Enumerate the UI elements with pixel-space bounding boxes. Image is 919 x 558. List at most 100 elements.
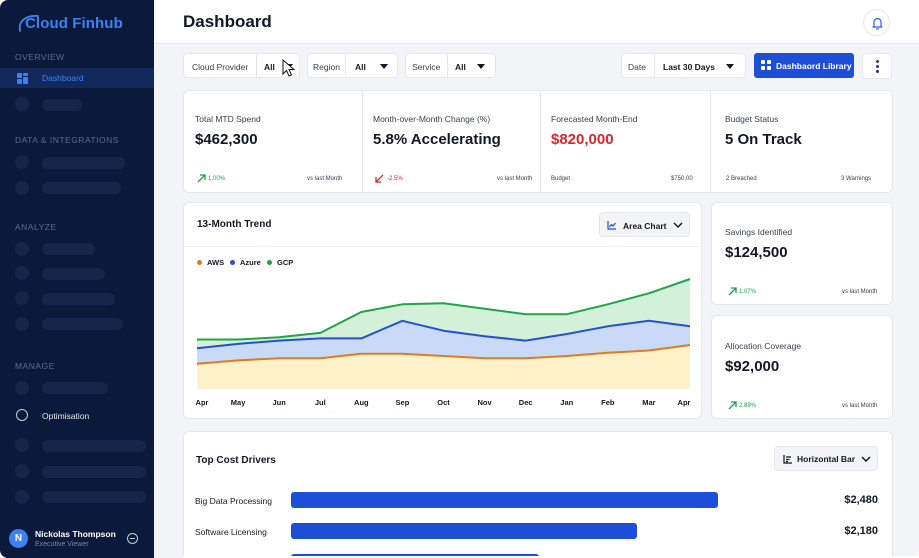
avatar[interactable]: N [9, 529, 28, 548]
kpi-breached: 2 Breached [726, 176, 757, 182]
driver-bar [291, 492, 718, 508]
sidebar-placeholder-icon [15, 181, 29, 195]
optimisation-icon [16, 409, 28, 421]
cloud-provider-filter[interactable]: Cloud Provider All [183, 53, 300, 78]
filter-divider [345, 54, 346, 77]
chevron-down-icon [477, 64, 485, 69]
series-line-gcp [197, 278, 691, 341]
library-icon [761, 60, 771, 70]
notification-button[interactable] [863, 9, 890, 36]
filter-label: Region [313, 62, 340, 72]
savings-card [711, 202, 893, 305]
kpi-compare: vs last Month [842, 403, 878, 409]
kpi-compare: vs last Month [307, 176, 343, 182]
sidebar-placeholder-item [42, 491, 146, 503]
kpi-value: 5.8% Accelerating [373, 131, 501, 148]
filter-divider [447, 54, 448, 77]
legend-label: AWS [207, 258, 225, 267]
chart-type-dropdown[interactable]: Area Chart [599, 212, 690, 237]
driver-value: $2,480 [844, 494, 878, 506]
trend-up-icon [728, 287, 737, 296]
kpi-title: Month-over-Month Change (%) [373, 114, 491, 124]
dashboard-library-label: Dashbaord Library [776, 61, 852, 71]
bell-icon [872, 17, 883, 30]
sidebar-placeholder-item [42, 157, 125, 169]
filter-divider [256, 54, 257, 77]
legend-swatch [197, 260, 202, 265]
driver-label: Big Data Processing [195, 496, 273, 506]
x-tick-label: Apr [678, 398, 691, 407]
user-menu-icon[interactable] [127, 533, 138, 544]
x-tick-label: Mar [642, 398, 655, 407]
brand-name: Cloud Finhub [25, 15, 123, 32]
section-overview: OVERVIEW [15, 52, 65, 62]
header [154, 0, 919, 44]
filter-value: All [455, 62, 466, 72]
drivers-chart-type-dropdown[interactable]: Horizontal Bar [774, 446, 878, 471]
x-tick-label: Nov [477, 398, 492, 407]
driver-label: Software Licensing [195, 527, 267, 537]
region-filter[interactable]: Region All [307, 53, 398, 78]
sidebar-placeholder-icon [15, 97, 29, 111]
sidebar-placeholder-item [42, 268, 105, 280]
more-options-button[interactable] [862, 53, 892, 79]
kpi-card [183, 90, 893, 193]
x-tick-label: Jun [272, 398, 286, 407]
date-filter[interactable]: Date Last 30 Days [621, 53, 746, 78]
series-line-azure [196, 319, 691, 350]
x-tick-label: Aug [354, 398, 369, 407]
kpi-title: Forecasted Month-End [551, 114, 638, 124]
section-data-integrations: DATA & INTEGRATIONS [15, 135, 119, 145]
x-tick-label: Feb [601, 398, 615, 407]
sidebar-placeholder-item [42, 293, 115, 305]
sidebar-item-label: Dashboard [42, 73, 84, 83]
sidebar-item-dashboard[interactable]: Dashboard [0, 68, 154, 88]
filter-value: All [355, 62, 366, 72]
kpi-title: Savings Identified [725, 227, 793, 237]
chevron-down-icon [861, 456, 871, 462]
kpi-delta: 2.89% [739, 403, 757, 409]
sidebar-placeholder-icon [15, 266, 29, 280]
brand-logo[interactable]: Cloud Finhub [16, 11, 126, 37]
driver-bar [291, 523, 637, 539]
legend-label: GCP [277, 258, 294, 267]
sidebar: Cloud Finhub OVERVIEW Dashboard DATA & I… [0, 0, 154, 558]
chevron-down-icon [380, 64, 388, 69]
kpi-value: $92,000 [725, 358, 780, 375]
dashboard-library-button[interactable]: Dashbaord Library [754, 53, 854, 78]
legend-swatch [230, 260, 235, 265]
sidebar-placeholder-icon [15, 317, 29, 331]
allocation-card [711, 315, 893, 419]
kpi-divider [540, 91, 541, 192]
user-name: Nickolas Thompson [35, 529, 116, 539]
trend-up-icon [197, 174, 206, 183]
driver-value: $2,180 [844, 525, 878, 537]
x-tick-label: Jul [315, 398, 326, 407]
sidebar-placeholder-item [42, 182, 121, 194]
sidebar-placeholder-icon [15, 490, 29, 504]
kpi-compare: vs last Month [842, 289, 878, 295]
drivers-chart-type-label: Horizontal Bar [797, 454, 856, 464]
filter-label: Service [412, 62, 441, 72]
x-tick-label: Oct [437, 398, 450, 407]
chart-type-label: Area Chart [623, 221, 667, 231]
kpi-divider [710, 91, 711, 192]
bar-chart-icon [783, 455, 792, 464]
trend-down-icon [375, 174, 384, 183]
kpi-budget-label: Budget [551, 176, 571, 182]
kpi-value: 5 On Track [725, 131, 802, 148]
service-filter[interactable]: Service All [405, 53, 496, 78]
more-options-icon [876, 70, 879, 73]
page-title: Dashboard [183, 12, 272, 31]
filter-divider [654, 54, 655, 77]
filter-label: Date [628, 62, 646, 72]
dashboard-icon [17, 73, 28, 84]
sidebar-placeholder-icon [15, 242, 29, 256]
x-tick-label: Jan [560, 398, 573, 407]
sidebar-placeholder-icon [15, 291, 29, 305]
mouse-cursor-icon [282, 59, 296, 77]
kpi-title: Budget Status [725, 114, 779, 124]
kpi-warnings: 3 Warnings [841, 176, 872, 182]
x-tick-label: Dec [519, 398, 533, 407]
kpi-value: $820,000 [551, 131, 614, 148]
